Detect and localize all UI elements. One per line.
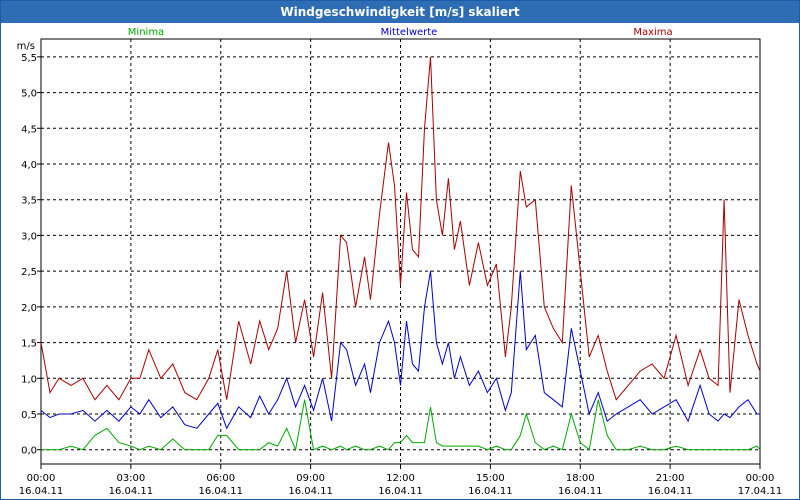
x-tick-time: 06:00 — [206, 473, 235, 484]
x-tick-time: 21:00 — [656, 473, 685, 484]
x-tick-date: 16.04.11 — [378, 486, 423, 497]
y-tick-label: 4,0 — [21, 160, 37, 171]
x-tick-time: 03:00 — [116, 473, 145, 484]
y-tick-label: 0,5 — [21, 410, 37, 421]
series-line-maxima — [40, 56, 761, 401]
y-tick-label: 0,0 — [21, 446, 37, 457]
y-tick-label: 3,5 — [21, 196, 37, 207]
y-tick-label: 1,5 — [21, 339, 37, 350]
x-tick-date: 16.04.11 — [198, 486, 243, 497]
y-tick-label: 5,5 — [21, 53, 37, 64]
x-tick-date: 16.04.11 — [468, 486, 513, 497]
grid — [41, 39, 760, 464]
x-tick-date: 16.04.11 — [288, 486, 333, 497]
x-tick-date: 16.04.11 — [109, 486, 154, 497]
x-tick-time: 15:00 — [476, 473, 505, 484]
x-tick-date: 17.04.11 — [738, 486, 783, 497]
legend: Maxima Mittelwerte Minima — [128, 27, 673, 38]
y-tick-label: 5,0 — [21, 89, 37, 100]
y-tick-label: 2,0 — [21, 303, 37, 314]
legend-mittelwerte: Mittelwerte — [381, 27, 438, 38]
x-tick-date: 16.04.11 — [648, 486, 693, 497]
x-tick-date: 16.04.11 — [19, 486, 64, 497]
series-line-mittelwerte — [40, 271, 760, 430]
x-tick-time: 00:00 — [746, 473, 775, 484]
legend-maxima: Maxima — [633, 27, 672, 38]
series — [40, 56, 761, 452]
y-tick-label: 2,5 — [21, 267, 37, 278]
x-tick-time: 09:00 — [296, 473, 325, 484]
x-tick-time: 12:00 — [386, 473, 415, 484]
legend-minima: Minima — [128, 27, 164, 38]
x-tick-date: 16.04.11 — [558, 486, 603, 497]
y-axis-label: m/s — [17, 41, 35, 52]
y-tick-label: 3,0 — [21, 231, 37, 242]
y-tick-label: 4,5 — [21, 124, 37, 135]
x-tick-time: 00:00 — [27, 473, 56, 484]
axes: 0,0 0,5 1,0 1,5 2,0 2,5 3,0 3,5 4,0 4,5 5,0 5,5m/s 0… — [17, 38, 783, 497]
y-tick-label: 1,0 — [21, 374, 37, 385]
x-tick-time: 18:00 — [566, 473, 595, 484]
wind-speed-chart: 0,0 0,5 1,0 1,5 2,0 2,5 3,0 3,5 4,0 4,5 5,0 5,5m/s 0… — [17, 27, 783, 497]
series-line-minima — [41, 399, 761, 452]
window-title: Windgeschwindigkeit [m/s] skaliert — [1, 1, 799, 23]
